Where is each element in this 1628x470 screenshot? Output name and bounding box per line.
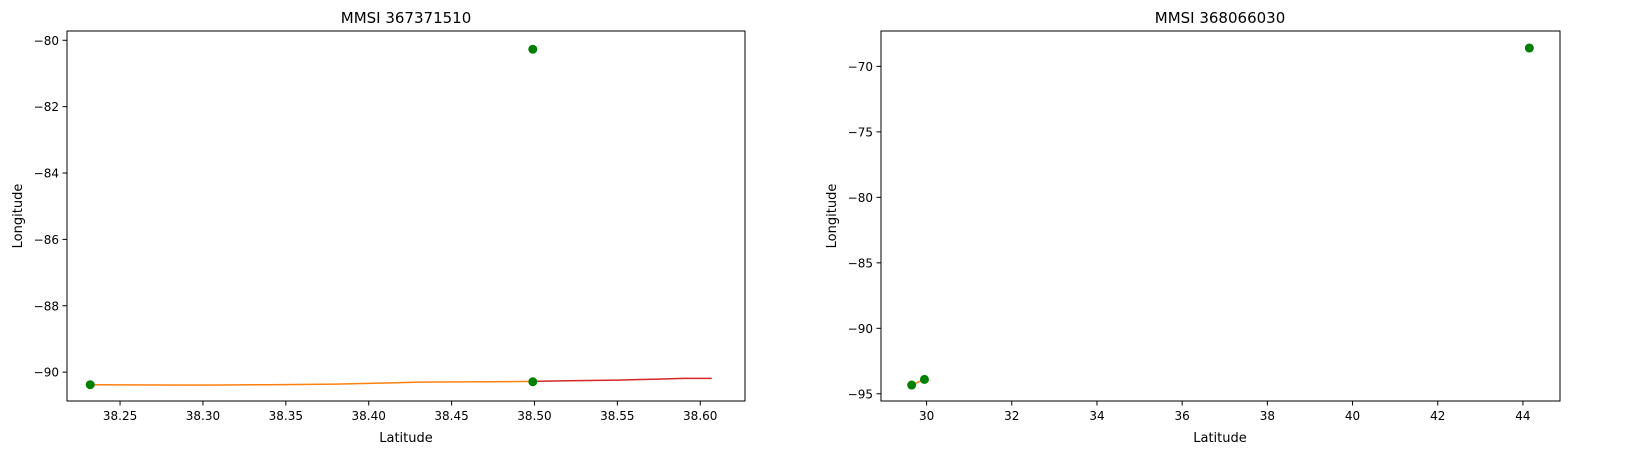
- axes-frame: [880, 30, 1561, 402]
- axis-ticks: 38.25 38.30 38.35 38.40 38.45 38.50 38.55 38.60…: [34, 34, 718, 423]
- x-tick-label: 42: [1430, 409, 1445, 423]
- y-tick-label: −84: [34, 167, 59, 181]
- axis-ticks: 30 32 34 36 38 40 42 44 −95 −90 −85 −80 −75 −70: [848, 60, 1531, 423]
- x-tick-label: 38.25: [103, 409, 137, 423]
- x-tick-label: 38: [1260, 409, 1275, 423]
- y-tick-label: −86: [34, 233, 59, 247]
- x-tick-label: 30: [919, 409, 934, 423]
- x-tick-label: 38.55: [600, 409, 634, 423]
- subplot-left: MMSI 367371510 Latitude Longitude 38.25 3…: [11, 9, 746, 446]
- y-tick-label: −80: [34, 34, 59, 48]
- data-point: [907, 380, 917, 390]
- y-tick-label: −80: [848, 191, 873, 205]
- y-tick-label: −88: [34, 299, 59, 313]
- y-tick-label: −85: [848, 256, 873, 270]
- y-tick-label: −90: [848, 322, 873, 336]
- x-tick-label: 34: [1089, 409, 1104, 423]
- series-line: [532, 377, 712, 383]
- x-tick-label: 32: [1004, 409, 1019, 423]
- x-tick-label: 44: [1515, 409, 1530, 423]
- chart-title: MMSI 368066030: [1155, 9, 1286, 27]
- x-tick-label: 38.30: [186, 409, 220, 423]
- axes-frame: [66, 30, 746, 402]
- data-point: [919, 374, 929, 384]
- x-tick-label: 38.60: [683, 409, 717, 423]
- plot-area: [85, 44, 712, 390]
- x-tick-label: 40: [1345, 409, 1360, 423]
- y-tick-label: −82: [34, 100, 59, 114]
- y-axis-label: Longitude: [11, 184, 26, 249]
- data-point: [528, 44, 538, 54]
- x-tick-label: 36: [1175, 409, 1190, 423]
- x-axis-label: Latitude: [379, 431, 433, 446]
- x-tick-label: 38.40: [352, 409, 386, 423]
- plot-area: [907, 43, 1534, 390]
- y-tick-label: −95: [848, 387, 873, 401]
- data-point: [1524, 43, 1534, 53]
- x-tick-label: 38.35: [269, 409, 303, 423]
- y-tick-label: −70: [848, 60, 873, 74]
- y-tick-label: −75: [848, 125, 873, 139]
- y-tick-label: −90: [34, 366, 59, 380]
- chart-title: MMSI 367371510: [341, 9, 472, 27]
- data-point: [85, 380, 95, 390]
- x-tick-label: 38.50: [517, 409, 551, 423]
- data-point: [528, 377, 538, 387]
- series-line: [90, 380, 533, 386]
- y-axis-label: Longitude: [825, 184, 840, 249]
- subplot-right: MMSI 368066030 Latitude Longitude 30 32 34…: [825, 9, 1561, 446]
- x-tick-label: 38.45: [434, 409, 468, 423]
- x-axis-label: Latitude: [1193, 431, 1247, 446]
